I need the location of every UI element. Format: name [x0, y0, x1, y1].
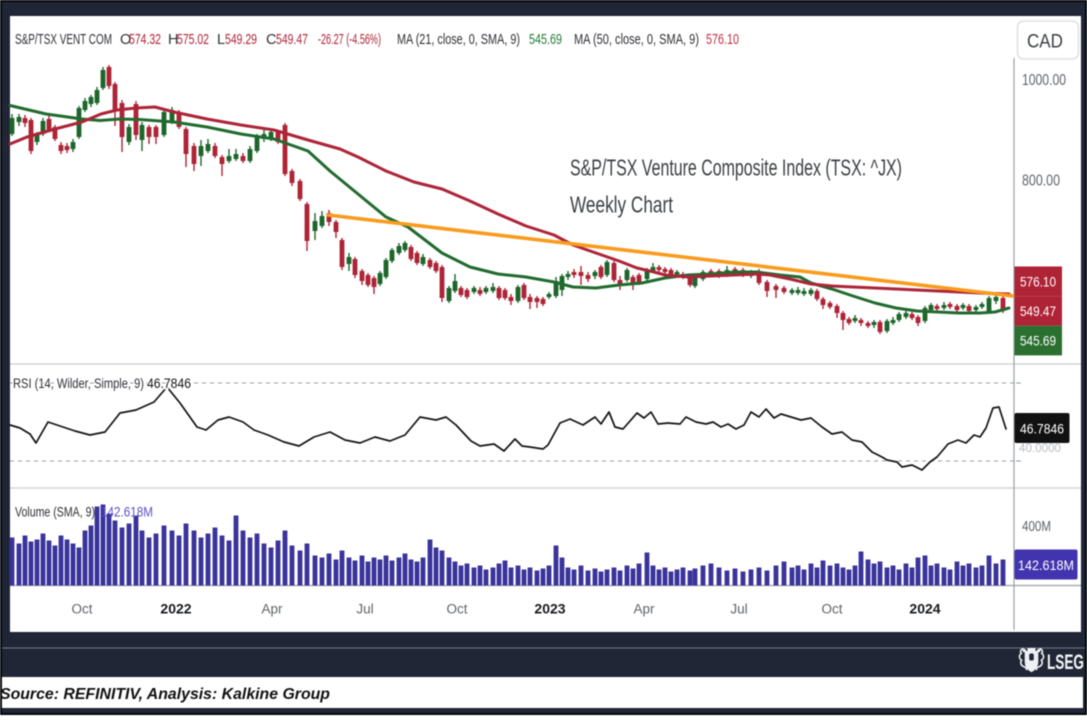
- svg-text:Apr: Apr: [633, 602, 655, 617]
- svg-text:S&P/TSX VENT COM: S&P/TSX VENT COM: [15, 32, 112, 48]
- svg-text:2024: 2024: [909, 601, 940, 617]
- svg-text:574.32: 574.32: [129, 32, 161, 48]
- svg-text:800.00: 800.00: [1022, 173, 1060, 190]
- svg-text:L: L: [217, 32, 225, 48]
- svg-text:575.02: 575.02: [177, 32, 209, 48]
- svg-text:MA (50, close, 0, SMA, 9): MA (50, close, 0, SMA, 9): [574, 32, 699, 48]
- svg-text:S&P/TSX Venture Composite Inde: S&P/TSX Venture Composite Index (TSX: ^J…: [570, 155, 902, 181]
- svg-text:Oct: Oct: [71, 602, 92, 617]
- svg-text:1000.00: 1000.00: [1022, 72, 1066, 89]
- svg-text:142.618M: 142.618M: [101, 505, 153, 520]
- svg-text:549.29: 549.29: [225, 32, 257, 48]
- svg-text:Source: REFINITIV, Analysis: K: Source: REFINITIV, Analysis: Kalkine Gro…: [0, 686, 330, 703]
- svg-text:Jul: Jul: [356, 602, 373, 617]
- svg-text:-26.27 (-4.56%): -26.27 (-4.56%): [318, 32, 381, 48]
- svg-text:Jul: Jul: [730, 602, 747, 617]
- svg-text:CAD: CAD: [1027, 32, 1063, 53]
- svg-text:40.0000: 40.0000: [1019, 443, 1061, 455]
- svg-text:46.7846: 46.7846: [147, 376, 191, 391]
- svg-text:545.69: 545.69: [529, 32, 562, 48]
- svg-text:LSEG: LSEG: [1047, 651, 1084, 674]
- svg-text:576.10: 576.10: [706, 32, 739, 48]
- svg-text:142.618M: 142.618M: [1018, 557, 1074, 573]
- svg-text:Oct: Oct: [821, 602, 842, 617]
- svg-text:2022: 2022: [160, 601, 191, 617]
- svg-text:Weekly Chart: Weekly Chart: [570, 192, 673, 218]
- svg-text:C: C: [266, 32, 276, 48]
- svg-text:O: O: [120, 32, 131, 48]
- svg-text:RSI (14, Wilder, Simple, 9): RSI (14, Wilder, Simple, 9): [13, 376, 144, 391]
- svg-text:549.47: 549.47: [276, 32, 308, 48]
- svg-text:46.7846: 46.7846: [1020, 421, 1064, 437]
- svg-text:Oct: Oct: [446, 602, 467, 617]
- svg-text:Apr: Apr: [261, 602, 283, 617]
- svg-text:H: H: [168, 32, 178, 48]
- svg-text:Volume (SMA, 9): Volume (SMA, 9): [15, 505, 95, 520]
- svg-text:2023: 2023: [534, 601, 565, 617]
- svg-text:MA (21, close, 0, SMA, 9): MA (21, close, 0, SMA, 9): [397, 32, 520, 48]
- svg-text:400M: 400M: [1022, 519, 1051, 535]
- svg-text:576.10: 576.10: [1020, 274, 1056, 290]
- svg-text:549.47: 549.47: [1020, 303, 1056, 319]
- svg-text:545.69: 545.69: [1020, 333, 1056, 349]
